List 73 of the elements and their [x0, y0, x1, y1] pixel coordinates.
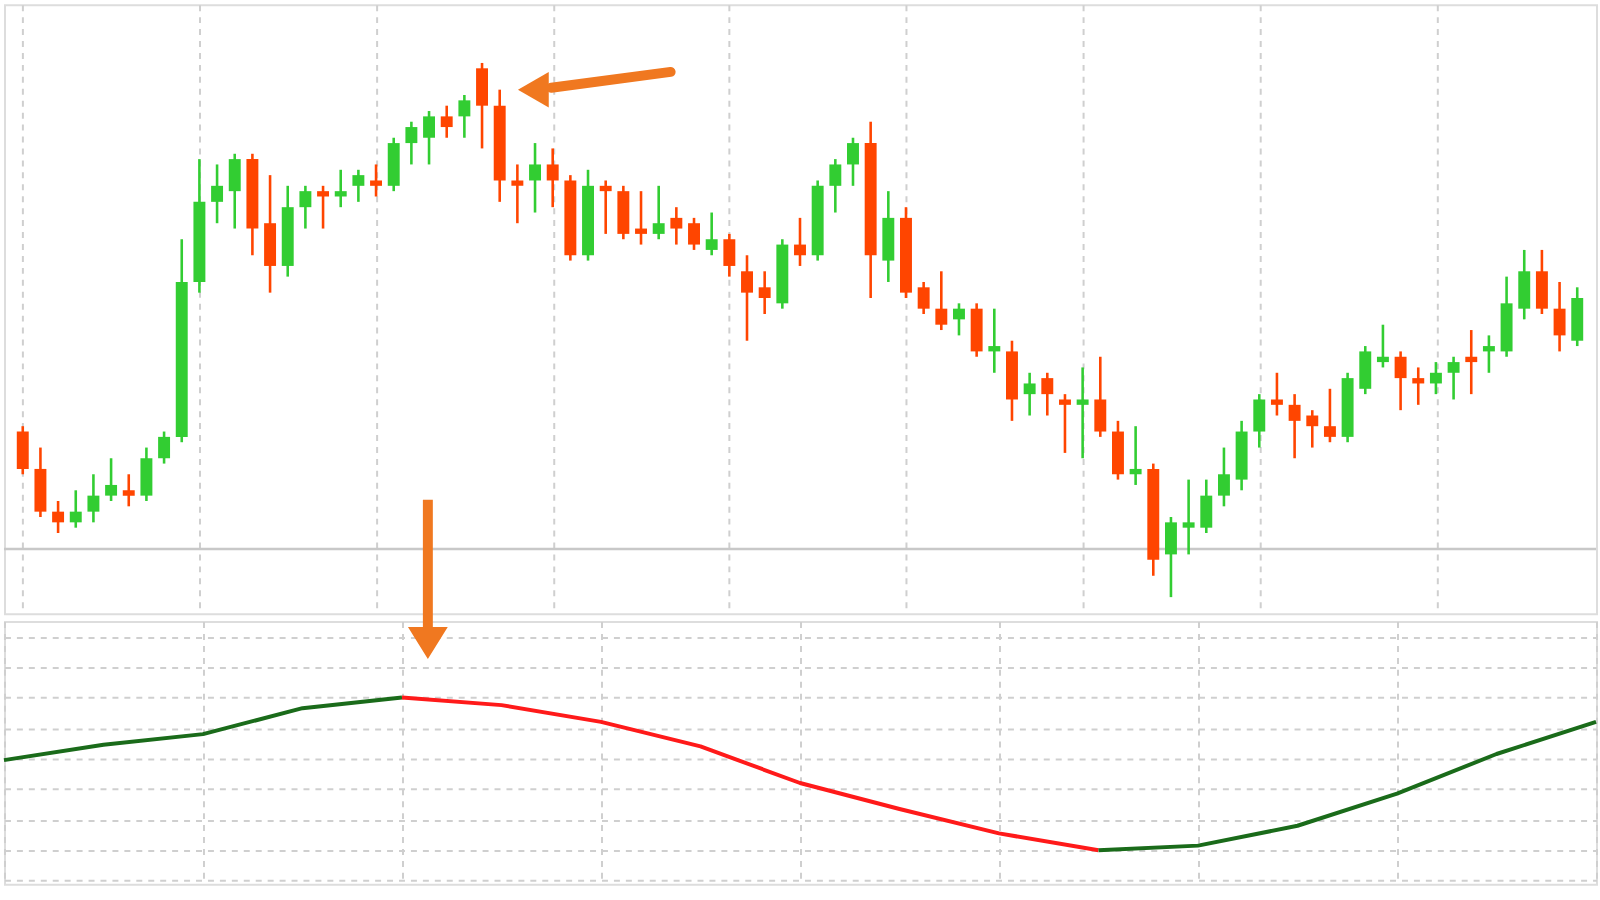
candlestick — [405, 120, 418, 166]
candlestick — [52, 499, 65, 535]
candlestick — [511, 163, 524, 225]
candlestick — [1535, 248, 1548, 316]
candlestick — [352, 168, 365, 204]
candlestick — [423, 109, 436, 166]
candlestick — [1217, 446, 1230, 508]
candlestick — [970, 302, 983, 359]
candlestick — [370, 163, 383, 198]
candlestick — [1111, 419, 1124, 481]
candlestick — [1447, 355, 1460, 401]
candlestick — [387, 136, 400, 193]
candlestick — [652, 184, 665, 241]
candlestick — [1041, 371, 1054, 417]
candlestick — [1288, 392, 1301, 460]
candlestick — [847, 136, 859, 188]
candlestick — [228, 152, 241, 230]
candlestick — [635, 189, 647, 246]
candlestick — [829, 157, 842, 214]
candlestick — [529, 141, 541, 214]
candlestick — [211, 163, 224, 225]
candlestick — [1482, 334, 1495, 375]
candlestick — [1164, 515, 1177, 599]
candlestick — [140, 446, 153, 503]
candlestick — [458, 93, 471, 140]
candlestick — [1253, 392, 1266, 449]
candlestick — [688, 216, 700, 252]
candlestick — [935, 269, 948, 332]
candlestick — [299, 184, 312, 230]
candlestick — [1429, 360, 1442, 396]
candlestick — [1200, 478, 1213, 535]
candlestick — [1129, 424, 1142, 487]
candlestick — [917, 280, 930, 316]
candlestick — [476, 61, 489, 150]
candlestick — [122, 472, 135, 508]
candlestick — [617, 184, 630, 241]
candlestick — [1359, 344, 1372, 396]
candlestick — [953, 302, 965, 337]
candlestick — [988, 307, 1001, 375]
candlestick — [1394, 350, 1407, 412]
candlestick — [1182, 478, 1195, 556]
candlestick — [105, 456, 118, 503]
candlestick — [158, 430, 171, 465]
candlestick — [1023, 371, 1036, 417]
candlestick — [599, 179, 612, 236]
candlestick — [1465, 328, 1478, 396]
candlestick — [34, 446, 47, 519]
candlestick — [1412, 366, 1425, 407]
candlestick — [1306, 408, 1319, 449]
candlestick — [16, 424, 29, 476]
candlestick — [1094, 355, 1107, 439]
candlestick — [440, 104, 453, 140]
candlestick — [317, 184, 330, 230]
candlestick — [705, 211, 718, 257]
candlestick — [741, 253, 753, 343]
candlestick — [1553, 280, 1566, 353]
candlestick — [1059, 392, 1071, 455]
candlestick — [758, 269, 771, 316]
candlestick — [1076, 366, 1089, 460]
candlestick — [264, 173, 277, 294]
candlestick — [1376, 323, 1389, 369]
candlestick — [723, 232, 736, 278]
candlestick — [1571, 286, 1584, 348]
candlestick — [1518, 248, 1531, 321]
candlestick — [69, 488, 82, 529]
candlestick — [1323, 387, 1336, 444]
candlestick — [670, 205, 683, 246]
candlestick — [794, 216, 806, 268]
candlestick — [546, 147, 559, 209]
candlestick — [334, 168, 347, 209]
candlestick — [882, 189, 895, 284]
candlestick — [1270, 371, 1283, 417]
candlestick — [87, 472, 100, 524]
